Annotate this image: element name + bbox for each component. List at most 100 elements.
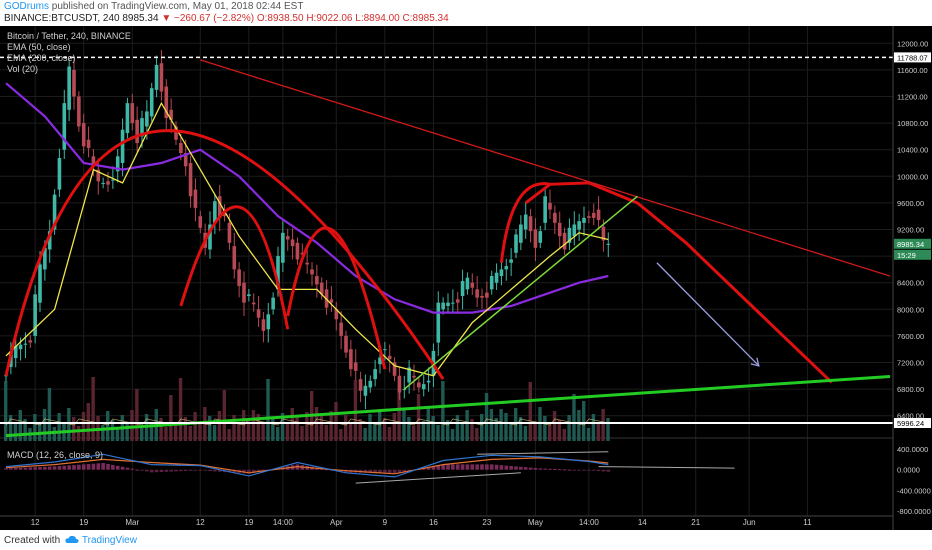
macd-histogram-bar [475, 464, 479, 470]
candle-body [232, 246, 237, 270]
time-tick-label: 16 [429, 518, 438, 527]
countdown-label: 15:29 [897, 251, 916, 260]
candle-body [548, 202, 552, 210]
candle-body [451, 302, 455, 304]
volume-bar [169, 395, 173, 441]
volume-bar [261, 423, 265, 441]
candle-body [261, 319, 266, 331]
tradingview-brand[interactable]: TradingView [81, 535, 137, 546]
candle-body [446, 302, 450, 306]
macd-histogram-bar [494, 464, 499, 470]
volume-bar [416, 394, 421, 441]
candle-body [378, 357, 382, 365]
candle-body [81, 123, 86, 147]
time-tick-label: 14:00 [273, 518, 294, 527]
macd-histogram-bar [251, 469, 256, 473]
price-chart[interactable]: 12000.00 11600.00 11200.00 10800.00 10400.00… [0, 26, 932, 530]
rising-trendline [403, 195, 638, 390]
volume-bar [193, 412, 197, 441]
macd-histogram-bar [164, 469, 169, 472]
volume-bar [276, 427, 280, 441]
volume-bar [499, 409, 503, 441]
volume-bar [509, 422, 513, 441]
time-tick-label: Jun [743, 518, 756, 527]
candle-body [77, 96, 81, 127]
macd-histogram-bar [514, 466, 518, 470]
author-link[interactable]: GODrums [4, 1, 49, 12]
volume-bar [494, 418, 498, 441]
candle-body [120, 129, 125, 163]
time-tick-label: 19 [79, 518, 88, 527]
volume-bar [106, 411, 110, 441]
macd-histogram-bar [96, 463, 101, 470]
macd-histogram-bar [256, 469, 261, 472]
candle-body [62, 103, 67, 150]
macd-histogram-bar [101, 463, 105, 470]
candle-body [217, 196, 222, 218]
small-arc [179, 205, 290, 330]
macd-histogram-bar [91, 463, 96, 470]
macd-histogram-bar [159, 469, 164, 472]
candle-body [256, 309, 261, 318]
macd-histogram-bar [553, 468, 557, 470]
high-price-label-box [894, 52, 931, 63]
legend-ema200: EMA (200, close) [7, 53, 76, 63]
candle-body [504, 266, 509, 270]
macd-histogram-bar [198, 469, 203, 471]
volume-bar [572, 394, 576, 441]
macd-histogram-bar [67, 465, 71, 470]
candle-body [485, 292, 489, 298]
macd-histogram-bar [208, 469, 212, 472]
macd-histogram-bar [601, 469, 606, 472]
volume-bar [455, 415, 460, 441]
ohlc-values: O:8938.50 H:9022.06 L:8894.00 C:8985.34 [256, 13, 449, 24]
volume-bar [232, 415, 236, 441]
volume-bar [305, 412, 309, 441]
candle-body [145, 111, 149, 127]
candle-body [290, 239, 295, 247]
volume-bar [562, 429, 566, 441]
volume-bar [174, 422, 178, 441]
volume-bar [436, 425, 440, 441]
candle-body [460, 281, 465, 296]
macd-histogram-bar [324, 469, 329, 471]
volume-bar [344, 415, 348, 441]
macd-histogram-bar [77, 464, 81, 470]
volume-bar [135, 389, 139, 441]
volume-bar [149, 423, 154, 441]
volume-bar [319, 416, 324, 441]
volume-bar [23, 419, 27, 441]
ema50-line [5, 101, 609, 377]
candle-body [271, 297, 275, 310]
volume-bar [101, 425, 105, 441]
volume-bar [13, 424, 18, 441]
time-tick-label: 21 [691, 518, 700, 527]
candle-body [470, 282, 475, 288]
volume-bar [188, 426, 192, 441]
candle-body [499, 269, 504, 277]
price-tick-label: 12000.00 [897, 39, 928, 48]
volume-bar [42, 409, 47, 441]
macd-histogram-bar [587, 469, 591, 471]
macd-histogram-bar [489, 464, 494, 470]
candle-body [174, 126, 178, 140]
candle-body [353, 362, 358, 371]
candle-body [193, 189, 198, 208]
candle-body [154, 64, 159, 90]
volume-bar [475, 428, 479, 441]
macd-histogram-bar [426, 467, 431, 470]
macd-histogram-bar [62, 465, 67, 470]
candle-body [412, 375, 416, 378]
macd-histogram-bar [203, 469, 207, 471]
price-tick-label: 11600.00 [897, 66, 928, 75]
volume-bar [47, 388, 52, 441]
candle-body [111, 179, 115, 181]
macd-histogram-bar [446, 464, 450, 470]
time-tick-label: 23 [482, 518, 491, 527]
volume-bar [183, 417, 188, 441]
legend-volume: Vol (20) [7, 64, 39, 74]
volume-bar [110, 420, 115, 441]
chart-area[interactable]: 12000.00 11600.00 11200.00 10800.00 10400.00… [0, 26, 932, 530]
price-tick-label: 8000.00 [897, 305, 924, 314]
macd-histogram-bar [4, 468, 8, 470]
